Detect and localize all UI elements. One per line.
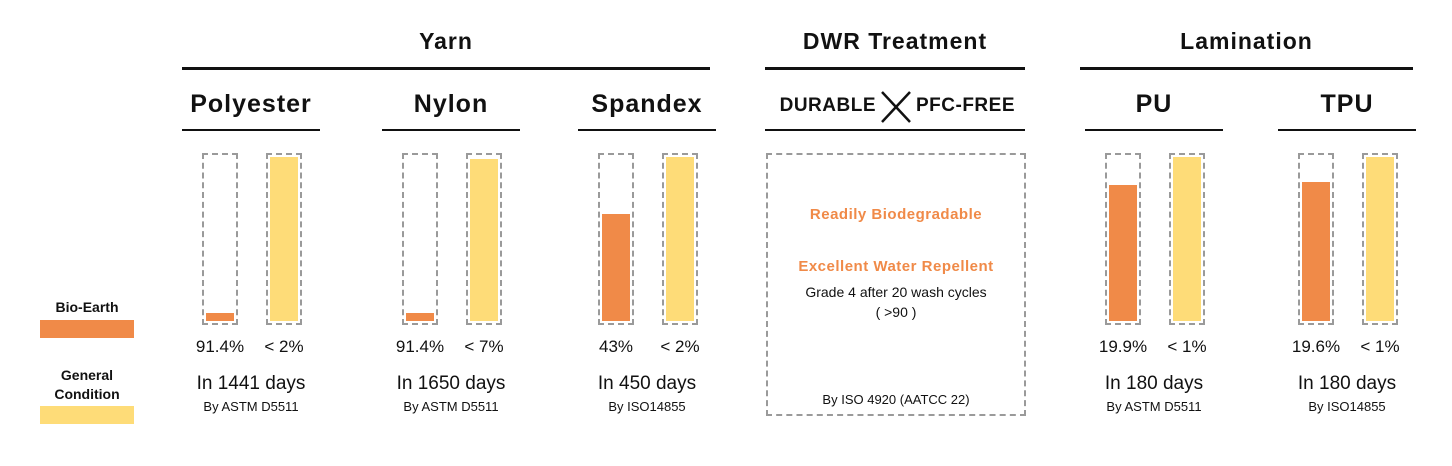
- bar-label-general-tpu: < 1%: [1360, 337, 1400, 356]
- bar-bio-earth-tpu: [1302, 182, 1330, 321]
- method-spandex: By ISO14855: [608, 399, 686, 414]
- material-rule-polyester: [182, 129, 320, 131]
- duration-tpu: In 180 days: [1297, 373, 1397, 394]
- material-rule-spandex: [578, 129, 716, 131]
- cross-icon: [881, 91, 911, 123]
- bar-box-bio-earth-polyester: [202, 153, 238, 325]
- bar-label-general-pu: < 1%: [1167, 337, 1207, 356]
- method-nylon: By ASTM D5511: [403, 399, 499, 414]
- bar-label-bio-earth-spandex: 43%: [598, 337, 634, 356]
- dwr-info-box: [766, 153, 1026, 416]
- legend-label-general-line2: Condition: [54, 386, 120, 402]
- duration-polyester: In 1441 days: [196, 373, 306, 394]
- bar-general-nylon: [470, 159, 498, 321]
- bar-label-bio-earth-polyester: 91.4%: [195, 337, 245, 356]
- bar-general-tpu: [1366, 157, 1394, 321]
- section-title-yarn: Yarn: [419, 28, 473, 54]
- bar-box-bio-earth-nylon: [402, 153, 438, 325]
- material-rule-tpu: [1278, 129, 1416, 131]
- dwr-rule: [765, 129, 1025, 131]
- bar-general-pu: [1173, 157, 1201, 321]
- material-title-tpu: TPU: [1320, 90, 1374, 118]
- legend-label-general-line1: General: [60, 367, 114, 383]
- bar-label-general-polyester: < 2%: [264, 337, 304, 356]
- dwr-grade-value: ( >90 ): [875, 304, 917, 320]
- bar-bio-earth-spandex: [602, 214, 630, 321]
- section-rule-dwr: [765, 67, 1025, 70]
- legend-swatch-general: [40, 406, 134, 424]
- method-pu: By ASTM D5511: [1106, 399, 1202, 414]
- bar-box-bio-earth-tpu: [1298, 153, 1334, 325]
- legend-swatch-bio-earth: [40, 320, 134, 338]
- material-rule-nylon: [382, 129, 520, 131]
- bar-label-general-spandex: < 2%: [660, 337, 700, 356]
- material-rule-pu: [1085, 129, 1223, 131]
- bar-box-general-pu: [1169, 153, 1205, 325]
- bar-box-general-polyester: [266, 153, 302, 325]
- section-title-dwr: DWR Treatment: [802, 28, 988, 54]
- dwr-grade-text: Grade 4 after 20 wash cycles: [805, 284, 987, 300]
- material-title-nylon: Nylon: [413, 90, 489, 118]
- dwr-water-repellent-text: Excellent Water Repellent: [798, 258, 994, 275]
- bar-label-general-nylon: < 7%: [464, 337, 504, 356]
- bar-box-bio-earth-spandex: [598, 153, 634, 325]
- section-rule-yarn: [182, 67, 710, 70]
- dwr-method: By ISO 4920 (AATCC 22): [822, 392, 970, 407]
- bar-bio-earth-nylon: [406, 313, 434, 321]
- material-title-spandex: Spandex: [591, 90, 703, 118]
- material-title-polyester: Polyester: [190, 90, 312, 118]
- duration-nylon: In 1650 days: [396, 373, 506, 394]
- bar-box-general-nylon: [466, 153, 502, 325]
- duration-spandex: In 450 days: [597, 373, 697, 394]
- dwr-pfc-free-label: PFC-FREE: [916, 95, 1015, 116]
- bar-general-spandex: [666, 157, 694, 321]
- method-polyester: By ASTM D5511: [203, 399, 299, 414]
- bar-label-bio-earth-tpu: 19.6%: [1291, 337, 1341, 356]
- section-title-lamination: Lamination: [1180, 28, 1313, 54]
- bar-box-general-spandex: [662, 153, 698, 325]
- material-title-pu: PU: [1135, 90, 1173, 118]
- bar-bio-earth-polyester: [206, 313, 234, 321]
- bar-label-bio-earth-nylon: 91.4%: [395, 337, 445, 356]
- method-tpu: By ISO14855: [1308, 399, 1386, 414]
- bar-bio-earth-pu: [1109, 185, 1137, 321]
- bar-box-bio-earth-pu: [1105, 153, 1141, 325]
- dwr-biodegradable-text: Readily Biodegradable: [809, 206, 983, 223]
- bar-box-general-tpu: [1362, 153, 1398, 325]
- section-rule-lamination: [1080, 67, 1413, 70]
- bar-label-bio-earth-pu: 19.9%: [1098, 337, 1148, 356]
- duration-pu: In 180 days: [1104, 373, 1204, 394]
- bar-general-polyester: [270, 157, 298, 321]
- dwr-durable-label: DURABLE: [779, 95, 876, 116]
- legend-label-bio-earth: Bio-Earth: [55, 299, 119, 315]
